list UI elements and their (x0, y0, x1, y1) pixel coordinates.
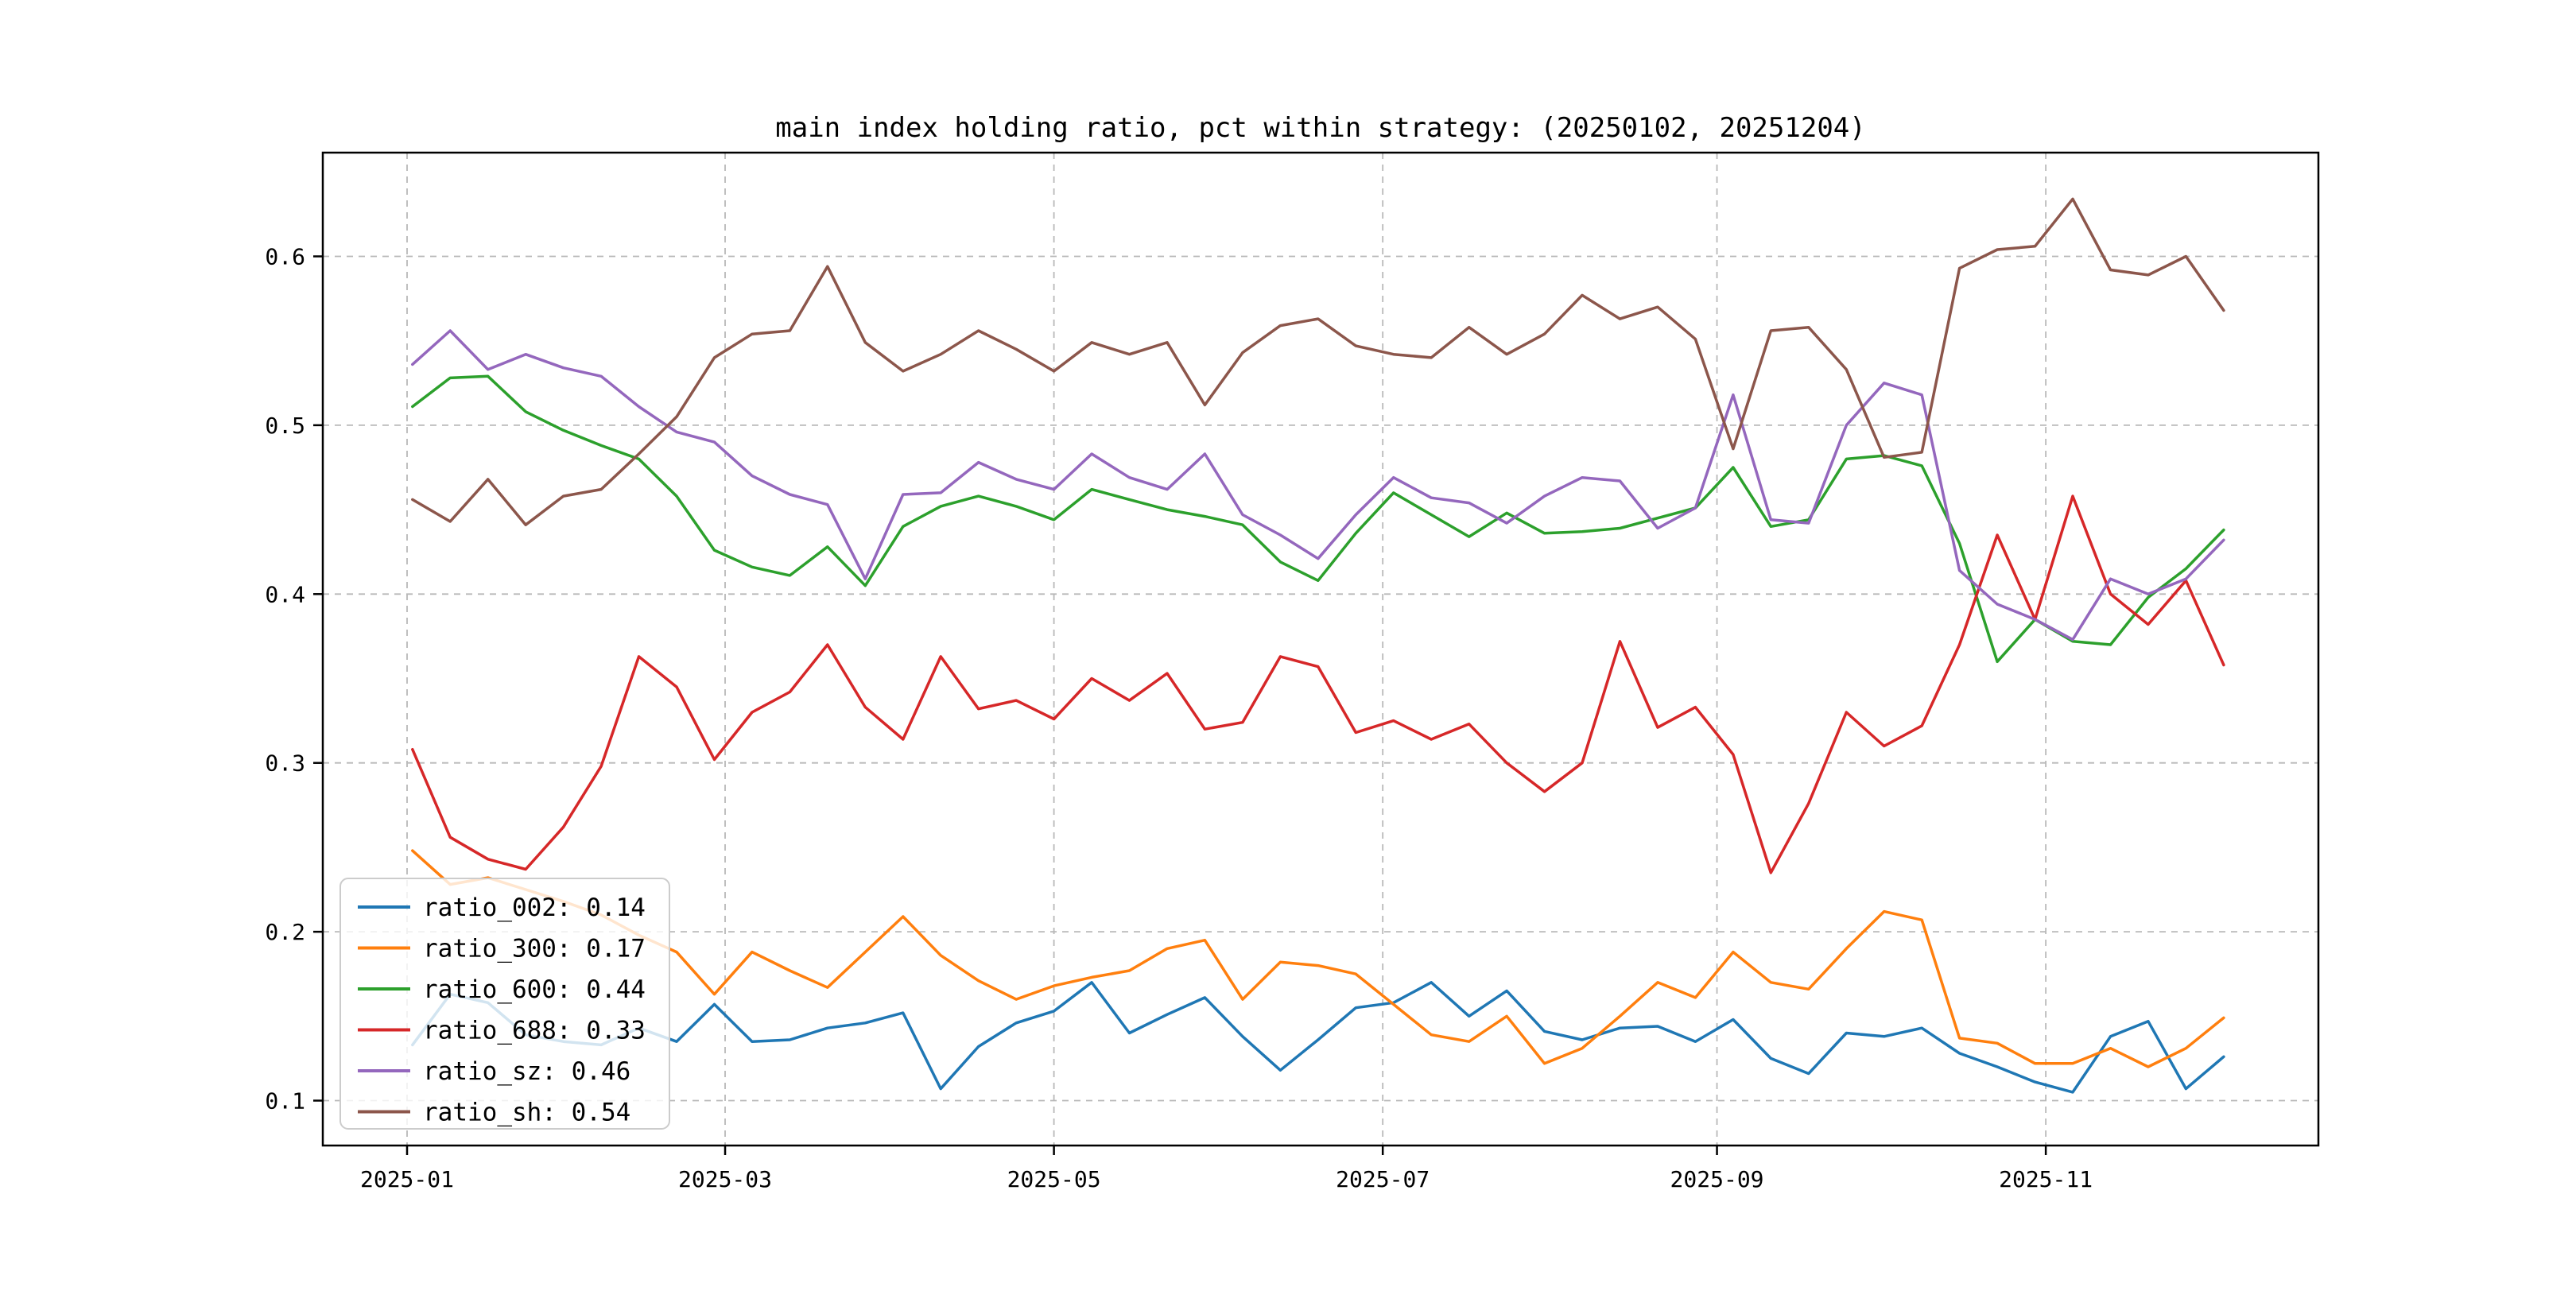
legend-label-ratio_sz: ratio_sz: 0.46 (423, 1057, 630, 1086)
x-tick-label: 2025-01 (360, 1166, 454, 1192)
legend-label-ratio_300: ratio_300: 0.17 (423, 935, 646, 963)
series-line-ratio_600 (411, 374, 2225, 664)
x-tick-label: 2025-03 (678, 1166, 772, 1192)
y-tick-label: 0.1 (265, 1088, 305, 1115)
y-tick-label: 0.6 (265, 244, 305, 270)
series-line-ratio_300 (411, 849, 2225, 1068)
y-tick-label: 0.2 (265, 919, 305, 945)
axes: 0.1 0.2 0.3 0.4 0.5 0.6 2025-01 2025-03 2025-05 2… (265, 151, 2320, 1192)
legend-label-ratio_688: ratio_688: 0.33 (423, 1017, 646, 1045)
x-tick-label: 2025-09 (1670, 1166, 1764, 1192)
series-line-ratio_sh (411, 197, 2225, 526)
legend: ratio_002: 0.14 ratio_300: 0.17 ratio_600:… (339, 878, 670, 1130)
legend-box (339, 878, 670, 1130)
series-line-ratio_688 (411, 494, 2225, 874)
series-line-ratio_sz (411, 329, 2225, 642)
y-tick-label: 0.5 (265, 413, 305, 439)
y-tick-label: 0.4 (265, 581, 305, 607)
chart-title: main index holding ratio, pct within str… (775, 112, 1865, 144)
x-tick-label: 2025-07 (1336, 1166, 1430, 1192)
legend-label-ratio_600: ratio_600: 0.44 (423, 975, 646, 1004)
x-tick-label: 2025-05 (1007, 1166, 1101, 1192)
x-tick-label: 2025-11 (1999, 1166, 2093, 1192)
plot-border (321, 151, 2320, 1147)
series-line-ratio_002 (411, 981, 2225, 1094)
data-series (411, 197, 2225, 1094)
legend-label-ratio_002: ratio_002: 0.14 (423, 894, 646, 922)
y-tick-label: 0.3 (265, 750, 305, 777)
legend-label-ratio_sh: ratio_sh: 0.54 (423, 1099, 630, 1127)
